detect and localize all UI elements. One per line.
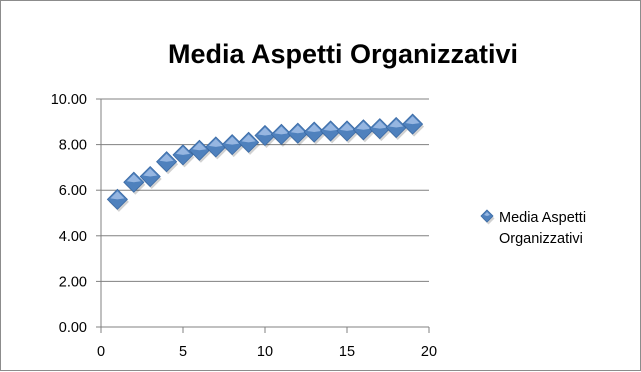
data-point xyxy=(270,123,293,147)
data-point xyxy=(336,120,359,144)
data-point xyxy=(352,119,375,143)
data-point xyxy=(320,120,343,144)
y-tick-label: 6.00 xyxy=(59,183,87,199)
data-point xyxy=(172,144,195,168)
x-tick-label: 0 xyxy=(97,344,105,360)
data-points xyxy=(106,113,425,212)
data-point xyxy=(106,188,129,212)
y-tick-label: 2.00 xyxy=(59,274,87,290)
x-tick-label: 15 xyxy=(339,344,355,360)
data-point xyxy=(188,139,211,163)
legend-label-line-1: Media Aspetti xyxy=(499,210,586,226)
data-point xyxy=(221,134,244,158)
y-tick-label: 8.00 xyxy=(59,138,87,154)
data-point xyxy=(238,131,261,155)
data-point xyxy=(369,118,392,142)
data-point xyxy=(303,121,326,145)
data-point xyxy=(205,136,228,160)
tick-labels: 0.00 2.00 4.00 6.00 8.00 10.00 0 5 10 15 20 xyxy=(51,92,437,360)
axes xyxy=(96,98,430,333)
data-point xyxy=(123,171,146,195)
chart-title: Media Aspetti Organizzativi xyxy=(168,39,518,69)
legend-label-line-2: Organizzativi xyxy=(499,231,583,247)
x-tick-label: 10 xyxy=(257,344,273,360)
legend-diamond-icon xyxy=(480,209,495,225)
legend-marker xyxy=(480,209,495,225)
data-point xyxy=(254,124,277,148)
gridlines xyxy=(101,98,429,282)
data-point xyxy=(139,165,162,190)
y-tick-label: 0.00 xyxy=(59,320,87,336)
legend: Media Aspetti Organizzativi xyxy=(480,209,586,247)
data-point xyxy=(287,122,310,146)
y-tick-label: 4.00 xyxy=(59,229,87,245)
data-point xyxy=(402,113,425,137)
data-point xyxy=(385,116,408,140)
data-point xyxy=(156,151,179,175)
x-tick-label: 20 xyxy=(421,344,437,360)
x-tick-label: 5 xyxy=(179,344,187,360)
y-tick-label: 10.00 xyxy=(51,92,87,108)
